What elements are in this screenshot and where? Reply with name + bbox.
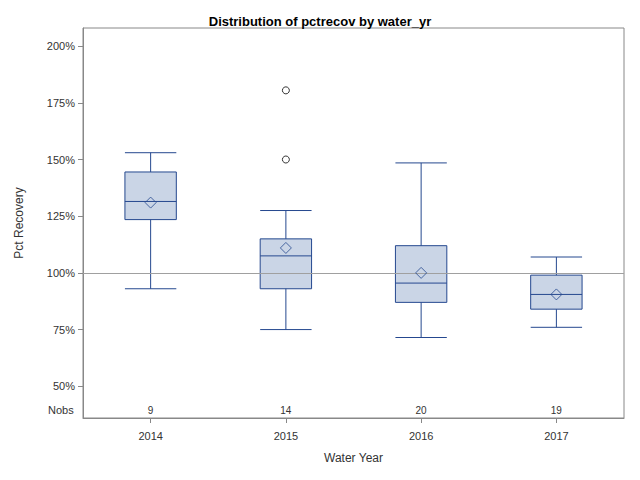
svg-text:75%: 75% [53, 324, 75, 336]
svg-text:200%: 200% [47, 40, 75, 52]
svg-text:2015: 2015 [274, 430, 298, 442]
svg-text:20: 20 [416, 405, 428, 416]
svg-text:Distribution of pctrecov by wa: Distribution of pctrecov by water_yr [209, 14, 432, 29]
svg-text:150%: 150% [47, 154, 75, 166]
svg-text:2014: 2014 [138, 430, 162, 442]
svg-text:Water Year: Water Year [324, 451, 383, 465]
svg-text:Pct Recovery: Pct Recovery [12, 187, 26, 258]
svg-text:14: 14 [280, 405, 292, 416]
svg-text:2016: 2016 [409, 430, 433, 442]
svg-text:Nobs: Nobs [48, 404, 74, 416]
svg-text:50%: 50% [53, 380, 75, 392]
svg-text:19: 19 [551, 405, 563, 416]
svg-text:9: 9 [148, 405, 154, 416]
svg-text:2017: 2017 [544, 430, 568, 442]
svg-text:175%: 175% [47, 97, 75, 109]
svg-text:125%: 125% [47, 210, 75, 222]
svg-text:100%: 100% [47, 267, 75, 279]
